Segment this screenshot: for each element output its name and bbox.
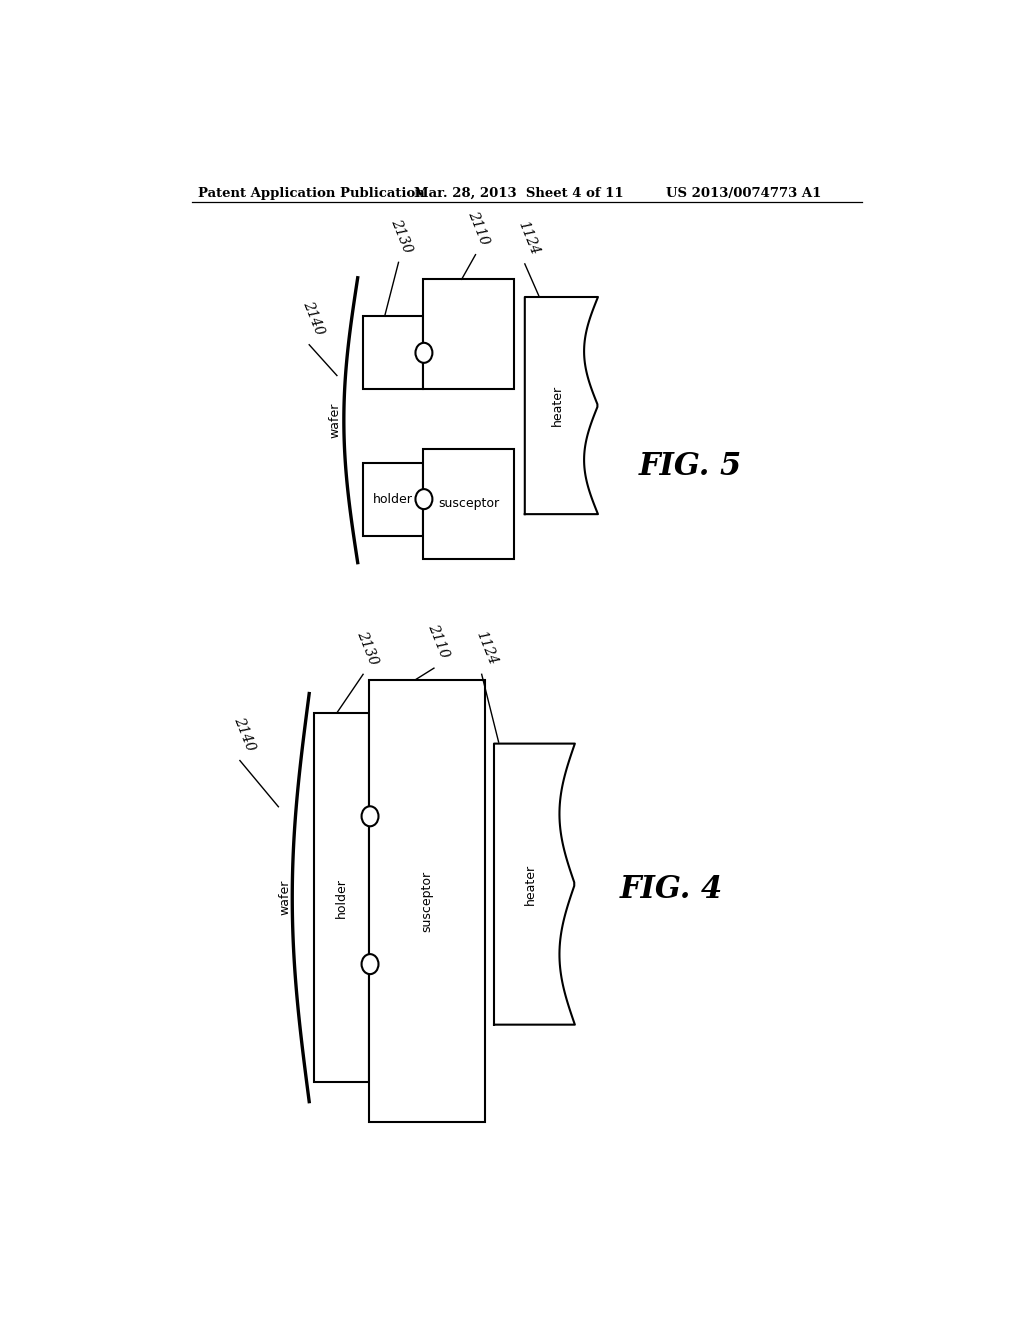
Bar [364,317,423,389]
Text: heater: heater [551,385,564,426]
Text: 2130: 2130 [388,216,415,255]
Text: FIG. 5: FIG. 5 [639,451,742,482]
Text: 1124: 1124 [473,628,500,667]
Text: 1124: 1124 [515,219,542,257]
Text: heater: heater [524,863,537,904]
Bar [364,462,423,536]
Polygon shape [494,743,574,1024]
Text: wafer: wafer [328,403,341,438]
Text: Mar. 28, 2013  Sheet 4 of 11: Mar. 28, 2013 Sheet 4 of 11 [414,187,624,199]
Text: Patent Application Publication: Patent Application Publication [199,187,425,199]
Bar [423,449,514,558]
Text: 2110: 2110 [466,209,492,247]
Text: wafer: wafer [279,880,291,915]
Bar [313,713,370,1082]
Text: holder: holder [373,492,413,506]
Text: susceptor: susceptor [421,870,433,932]
Text: US 2013/0074773 A1: US 2013/0074773 A1 [666,187,821,199]
Polygon shape [524,297,598,515]
Ellipse shape [416,343,432,363]
Text: susceptor: susceptor [438,498,499,511]
Bar [423,280,514,389]
Text: FIG. 4: FIG. 4 [620,874,723,906]
Bar [370,680,484,1122]
Text: 2140: 2140 [300,298,327,337]
Ellipse shape [361,807,379,826]
Ellipse shape [416,490,432,510]
Ellipse shape [361,954,379,974]
Text: 2140: 2140 [231,714,258,752]
Text: holder: holder [335,878,348,917]
Text: 2110: 2110 [425,622,452,660]
Text: 2130: 2130 [354,628,381,667]
